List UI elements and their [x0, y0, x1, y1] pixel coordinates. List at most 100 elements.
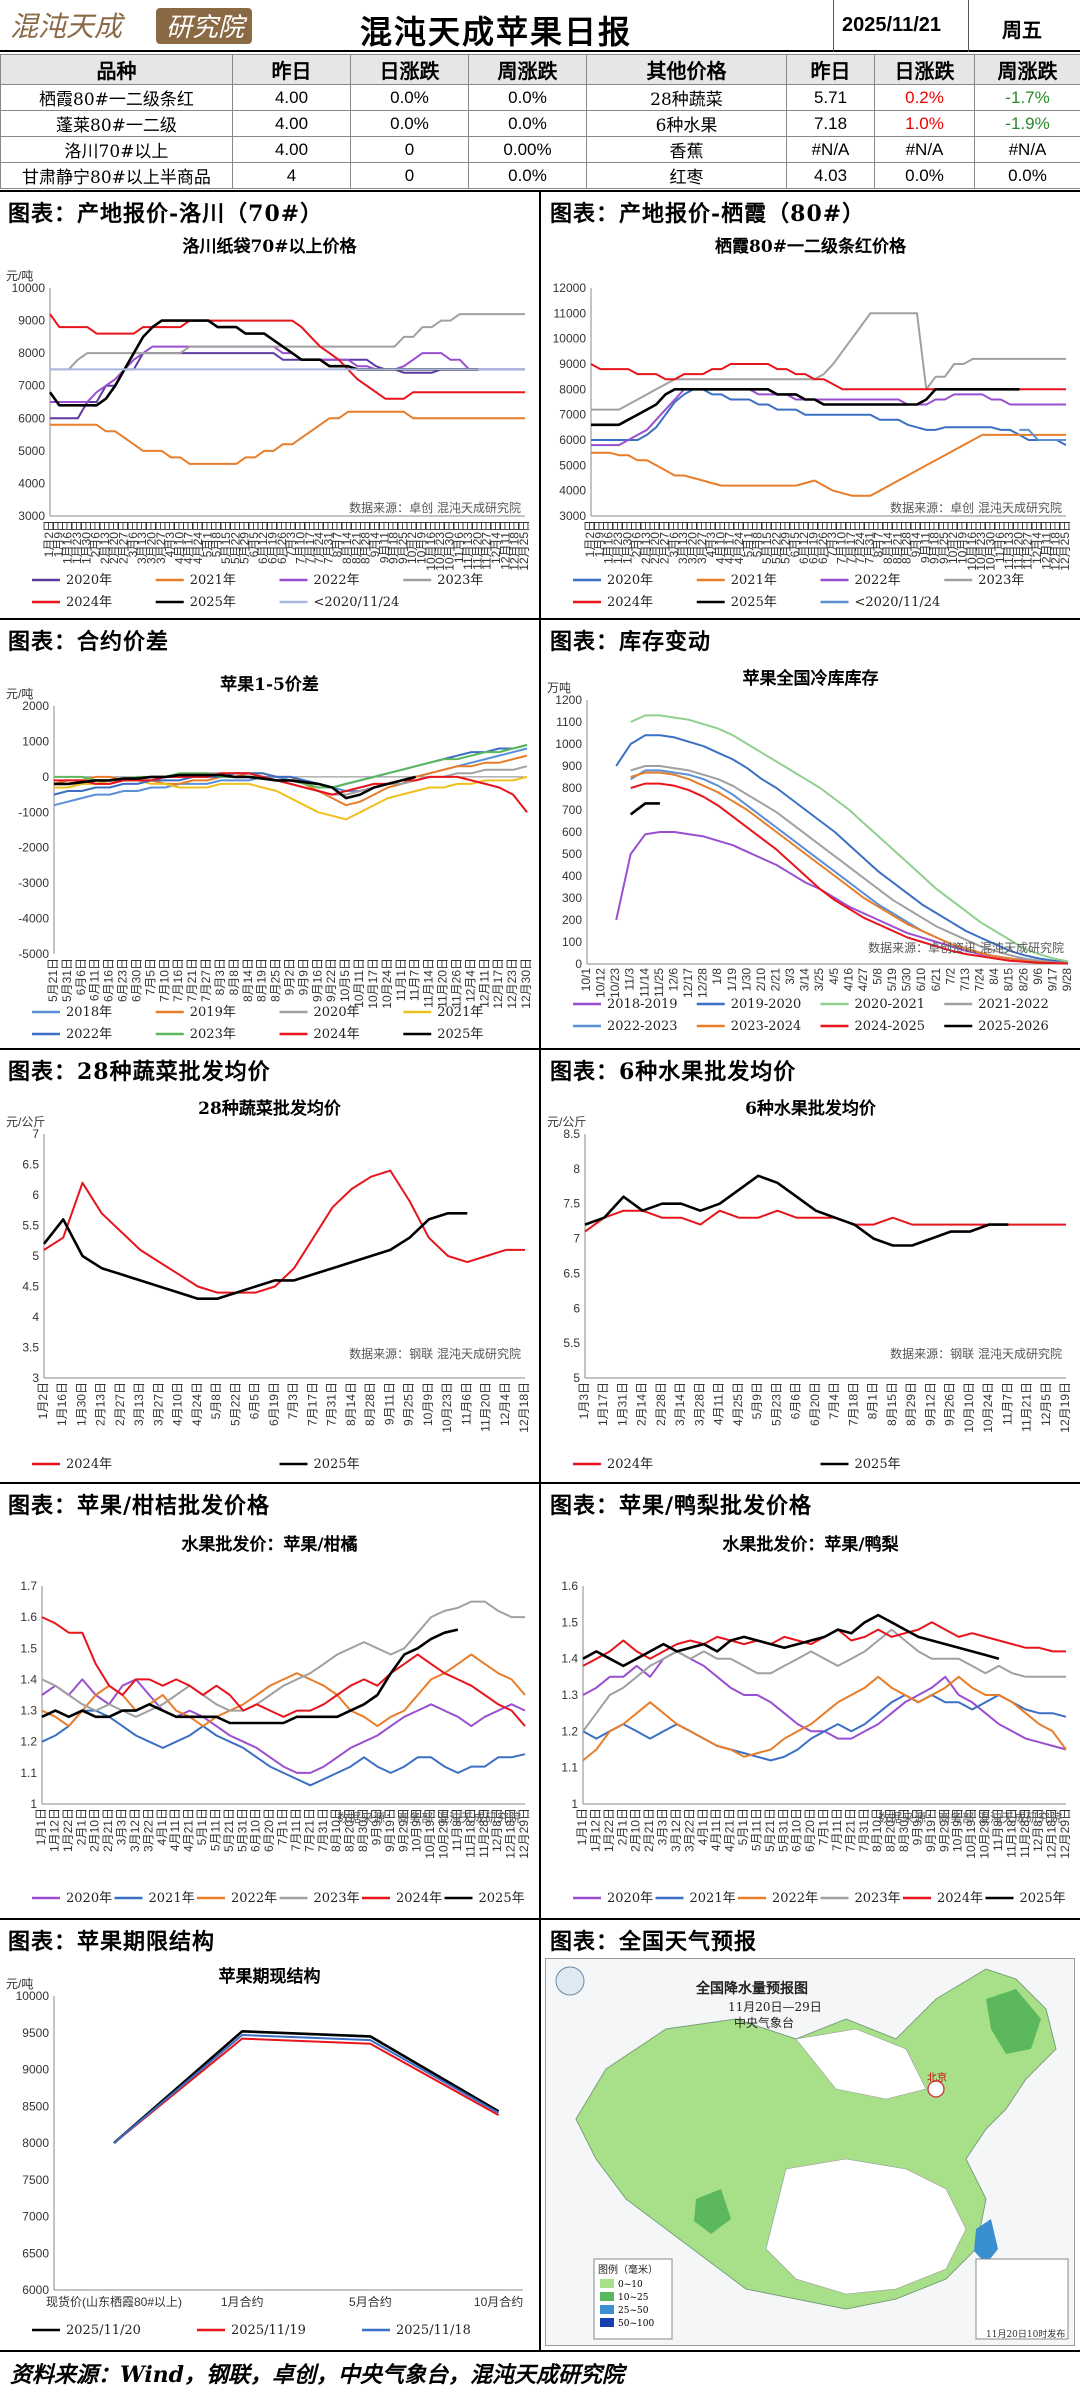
series-line — [50, 345, 525, 403]
y-tick-label: 4 — [32, 1310, 39, 1324]
legend-label: 2020年 — [314, 1005, 360, 1020]
chart-title: 水果批发价：苹果/鸭梨 — [722, 1534, 899, 1555]
x-tick-label: 11月7日 — [1000, 1382, 1014, 1425]
table-cell: 0.0% — [350, 110, 469, 137]
x-tick-label: 7月27日 — [199, 958, 213, 1002]
y-tick-label: 1.3 — [20, 1704, 37, 1718]
x-tick-label: 9月22日 — [324, 958, 338, 1002]
x-tick-label: 1/19 — [725, 968, 739, 992]
x-tick-label: 9月9日 — [296, 958, 310, 995]
x-tick-label: 5月31日 — [776, 1808, 790, 1852]
x-tick-label: 5月29日 — [779, 520, 793, 564]
y-axis-unit: 元/公斤 — [547, 1115, 586, 1129]
y-tick-label: 1.4 — [561, 1652, 578, 1666]
x-tick-label: 9月9日 — [369, 1808, 383, 1845]
y-tick-label: 1200 — [555, 693, 582, 707]
x-tick-label: 8月14日 — [340, 520, 354, 564]
x-tick-label: 2月10日 — [629, 1808, 643, 1852]
x-tick-label: 11月20日 — [436, 958, 450, 1008]
x-tick-label: 5月15日 — [219, 520, 233, 564]
x-tick-label: 7月4日 — [827, 1382, 841, 1419]
legend-swatch — [600, 2279, 614, 2288]
south-sea-inset — [975, 2258, 1069, 2340]
x-tick-label: 8月28日 — [359, 520, 373, 564]
x-tick-label: 8月21日 — [349, 520, 363, 564]
section-title: 图表：苹果期限结构 — [8, 1929, 216, 1955]
x-tick-label: 1月2日 — [583, 520, 597, 557]
y-tick-label: 1.2 — [20, 1735, 37, 1749]
x-tick-label: 3月12日 — [669, 1808, 683, 1852]
x-tick-label: 1月2日 — [36, 1382, 50, 1419]
table-cell: 7.18 — [786, 110, 875, 137]
x-tick-label: 8月1日 — [866, 1382, 880, 1419]
report-weekday: 周五 — [1002, 18, 1042, 42]
x-tick-label: 5月23日 — [769, 1382, 783, 1426]
y-tick-label: 3000 — [18, 509, 45, 523]
x-tick-label: 2月20日 — [107, 520, 121, 564]
x-tick-label: 5月9日 — [750, 1382, 764, 1419]
x-tick-label: 10月11日 — [352, 958, 366, 1008]
y-tick-label: 7000 — [22, 2210, 49, 2224]
legend-label: 2022年 — [314, 573, 360, 588]
x-tick-label: 12月25日 — [1058, 520, 1072, 571]
y-tick-label: 4000 — [559, 484, 586, 498]
legend-label: 2025/11/18 — [396, 2323, 471, 2338]
x-tick-label: 1月9日 — [592, 520, 606, 557]
legend-label: 2024年 — [396, 1891, 442, 1906]
series-line — [629, 802, 660, 816]
x-tick-label: 7月10日 — [834, 520, 848, 564]
x-tick-label: 3月22日 — [682, 1808, 696, 1852]
series-line — [615, 734, 1069, 963]
x-tick-label: 5月15日 — [760, 520, 774, 564]
x-tick-label: 9月16日 — [310, 958, 324, 1002]
legend-label: 2018年 — [66, 1005, 112, 1020]
x-tick-label: 6月26日 — [816, 520, 830, 564]
table-cell: 红枣 — [586, 162, 787, 189]
y-tick-label: 12000 — [553, 281, 587, 295]
x-tick-label: 12月18日 — [1045, 1808, 1059, 1859]
x-tick-label: 10月2日 — [946, 520, 960, 564]
y-tick-label: 1.1 — [20, 1766, 37, 1780]
x-tick-label: 11月14日 — [422, 958, 436, 1008]
x-tick-label: 5月21日 — [46, 958, 60, 1002]
legend-label: 10~25 — [618, 2293, 649, 2303]
x-tick-label: 11月6日 — [452, 520, 466, 563]
legend-label: 2018-2019 — [607, 997, 678, 1012]
x-tick-label: 5月1日 — [736, 1808, 750, 1845]
x-tick-label: 9月11日 — [918, 520, 932, 563]
chart-term-structure: 苹果期现结构 元/吨 6000 6500 7000 7500 8000 8500 9000 950… — [2, 1956, 537, 2348]
table-cell: 4.00 — [232, 110, 351, 137]
x-tick-label: 9月18日 — [387, 520, 401, 564]
series-line — [41, 1709, 526, 1787]
x-tick-label: 2月6日 — [630, 520, 644, 557]
x-tick-label: 9月25日 — [937, 520, 951, 564]
x-tick-label: 9月26日 — [943, 1382, 957, 1426]
table-cell: #N/A — [786, 136, 875, 163]
series-line — [41, 1678, 526, 1774]
header-divider — [968, 0, 969, 52]
x-tick-label: 3月20日 — [144, 520, 158, 564]
table-cell: 0 — [350, 136, 469, 163]
chart-title: 6种水果批发均价 — [745, 1098, 877, 1119]
x-tick-label: 4月3日 — [163, 520, 177, 557]
legend-label: 2024年 — [66, 595, 112, 610]
table-cell: 0.2% — [874, 84, 975, 111]
x-tick-label: 8月8日 — [227, 958, 241, 995]
y-tick-label: 1000 — [555, 737, 582, 751]
x-tick-label: 5月1日 — [200, 520, 214, 557]
x-tick-label: 12月30日 — [519, 958, 533, 1009]
table-cell: 甘肃静宁80#以上半商品 — [0, 162, 233, 189]
x-tick-label: 8月7日 — [331, 520, 345, 557]
x-tick-label: 9月12日 — [923, 1382, 937, 1426]
chart-title: 苹果1-5价差 — [220, 674, 319, 695]
y-tick-label: 7 — [32, 1127, 39, 1141]
weather-period: 11月20日—29日 — [728, 2000, 822, 2014]
chart-title: 28种蔬菜批发均价 — [198, 1098, 342, 1119]
x-tick-label: 6月12日 — [256, 520, 270, 564]
series-line — [113, 2037, 500, 2144]
x-tick-label: 11月20日 — [479, 1382, 493, 1432]
x-tick-label: 8月14日 — [344, 1382, 358, 1426]
y-tick-label: 400 — [562, 869, 582, 883]
col-header: 周涨跌 — [974, 54, 1080, 85]
x-tick-label: 10月23日 — [433, 520, 447, 571]
